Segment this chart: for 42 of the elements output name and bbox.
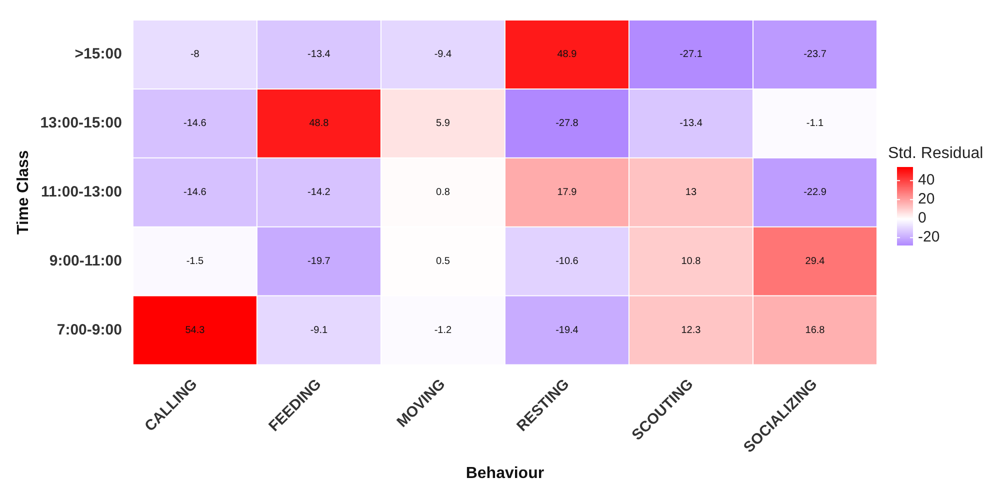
data-label: 0.8: [436, 187, 450, 198]
data-label: -9.4: [434, 49, 452, 60]
data-label: -13.4: [680, 118, 703, 130]
data-label: 10.8: [681, 256, 702, 268]
data-label: -10.6: [556, 256, 579, 268]
data-label: -23.7: [804, 49, 827, 60]
data-label: 16.8: [805, 325, 826, 336]
data-label: -8: [190, 49, 200, 60]
y-axis-title: Time Class: [15, 150, 32, 234]
data-label: -1.1: [806, 118, 824, 130]
data-label: 0.5: [436, 256, 450, 268]
data-label: -14.6: [184, 187, 207, 198]
data-label: -14.2: [308, 187, 331, 198]
data-label: -27.1: [680, 49, 703, 60]
data-label: -1.5: [186, 256, 204, 268]
data-label: 17.9: [557, 187, 578, 198]
data-label: 29.4: [805, 256, 826, 268]
color-bar-label: -20: [918, 228, 940, 246]
data-label: -27.8: [556, 118, 579, 130]
data-label: -19.7: [308, 256, 331, 268]
color-bar-label: 0: [918, 210, 926, 227]
data-label: -19.4: [556, 325, 579, 336]
data-label: -13.4: [308, 49, 331, 60]
data-label: 5.9: [436, 118, 450, 130]
color-bar-label: 40: [918, 172, 935, 189]
y-tick-label: 9:00-11:00: [49, 252, 122, 270]
data-label: 54.3: [185, 325, 206, 336]
data-label: 12.3: [681, 325, 702, 336]
y-tick-label: >15:00: [74, 46, 122, 63]
y-tick-label: 11:00-13:00: [41, 184, 122, 200]
data-label: 48.9: [557, 49, 578, 60]
y-tick-label: 13:00-15:00: [40, 114, 122, 132]
x-axis-title: Behaviour: [466, 464, 544, 482]
data-label: 13: [685, 187, 697, 198]
data-label: -22.9: [804, 187, 827, 198]
data-label: -1.2: [434, 325, 452, 336]
color-bar-label: 20: [918, 190, 935, 208]
data-label: 48.8: [309, 118, 330, 130]
data-label: -14.6: [184, 118, 207, 130]
color-bar-title: Std. Residual: [888, 145, 984, 162]
y-tick-label: 7:00-9:00: [56, 321, 122, 338]
data-label: -9.1: [310, 325, 328, 336]
